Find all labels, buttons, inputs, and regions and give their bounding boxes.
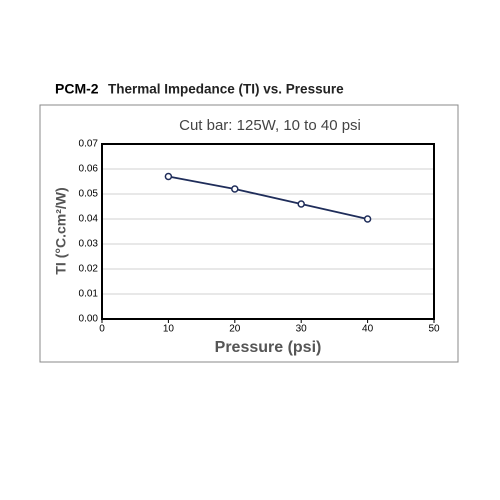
- y-tick-label: 0.01: [79, 289, 99, 300]
- plot-border: [101, 143, 435, 320]
- y-tick-label: 0.03: [79, 239, 99, 250]
- data-point: [164, 172, 173, 181]
- y-tick-label: 0.07: [79, 139, 99, 150]
- data-point: [297, 200, 305, 208]
- chart-heading: PCM-2: [55, 81, 99, 97]
- y-tick-label: 0.04: [79, 214, 99, 225]
- y-tick-label: 0.05: [79, 189, 99, 200]
- y-tick-label: 0.06: [79, 164, 99, 175]
- chart-subtitle: Cut bar: 125W, 10 to 40 psi: [179, 117, 361, 134]
- y-axis-label: TI (°C.cm²/W): [53, 187, 69, 274]
- y-tick-label: 0.02: [79, 264, 99, 275]
- x-tick-label: 0: [99, 324, 105, 335]
- y-tick-label: 0.00: [79, 314, 99, 325]
- data-point: [231, 185, 239, 193]
- x-axis-label: Pressure (psi): [215, 339, 322, 356]
- data-line: [168, 175, 368, 220]
- x-tick-label: 10: [163, 324, 175, 335]
- data-point: [363, 215, 372, 223]
- chart-title: Thermal Impedance (TI) vs. Pressure: [108, 82, 344, 97]
- x-tick-label: 20: [229, 324, 241, 335]
- x-tick-label: 50: [428, 324, 440, 335]
- x-tick-label: 40: [362, 324, 374, 335]
- x-tick-label: 30: [296, 324, 308, 335]
